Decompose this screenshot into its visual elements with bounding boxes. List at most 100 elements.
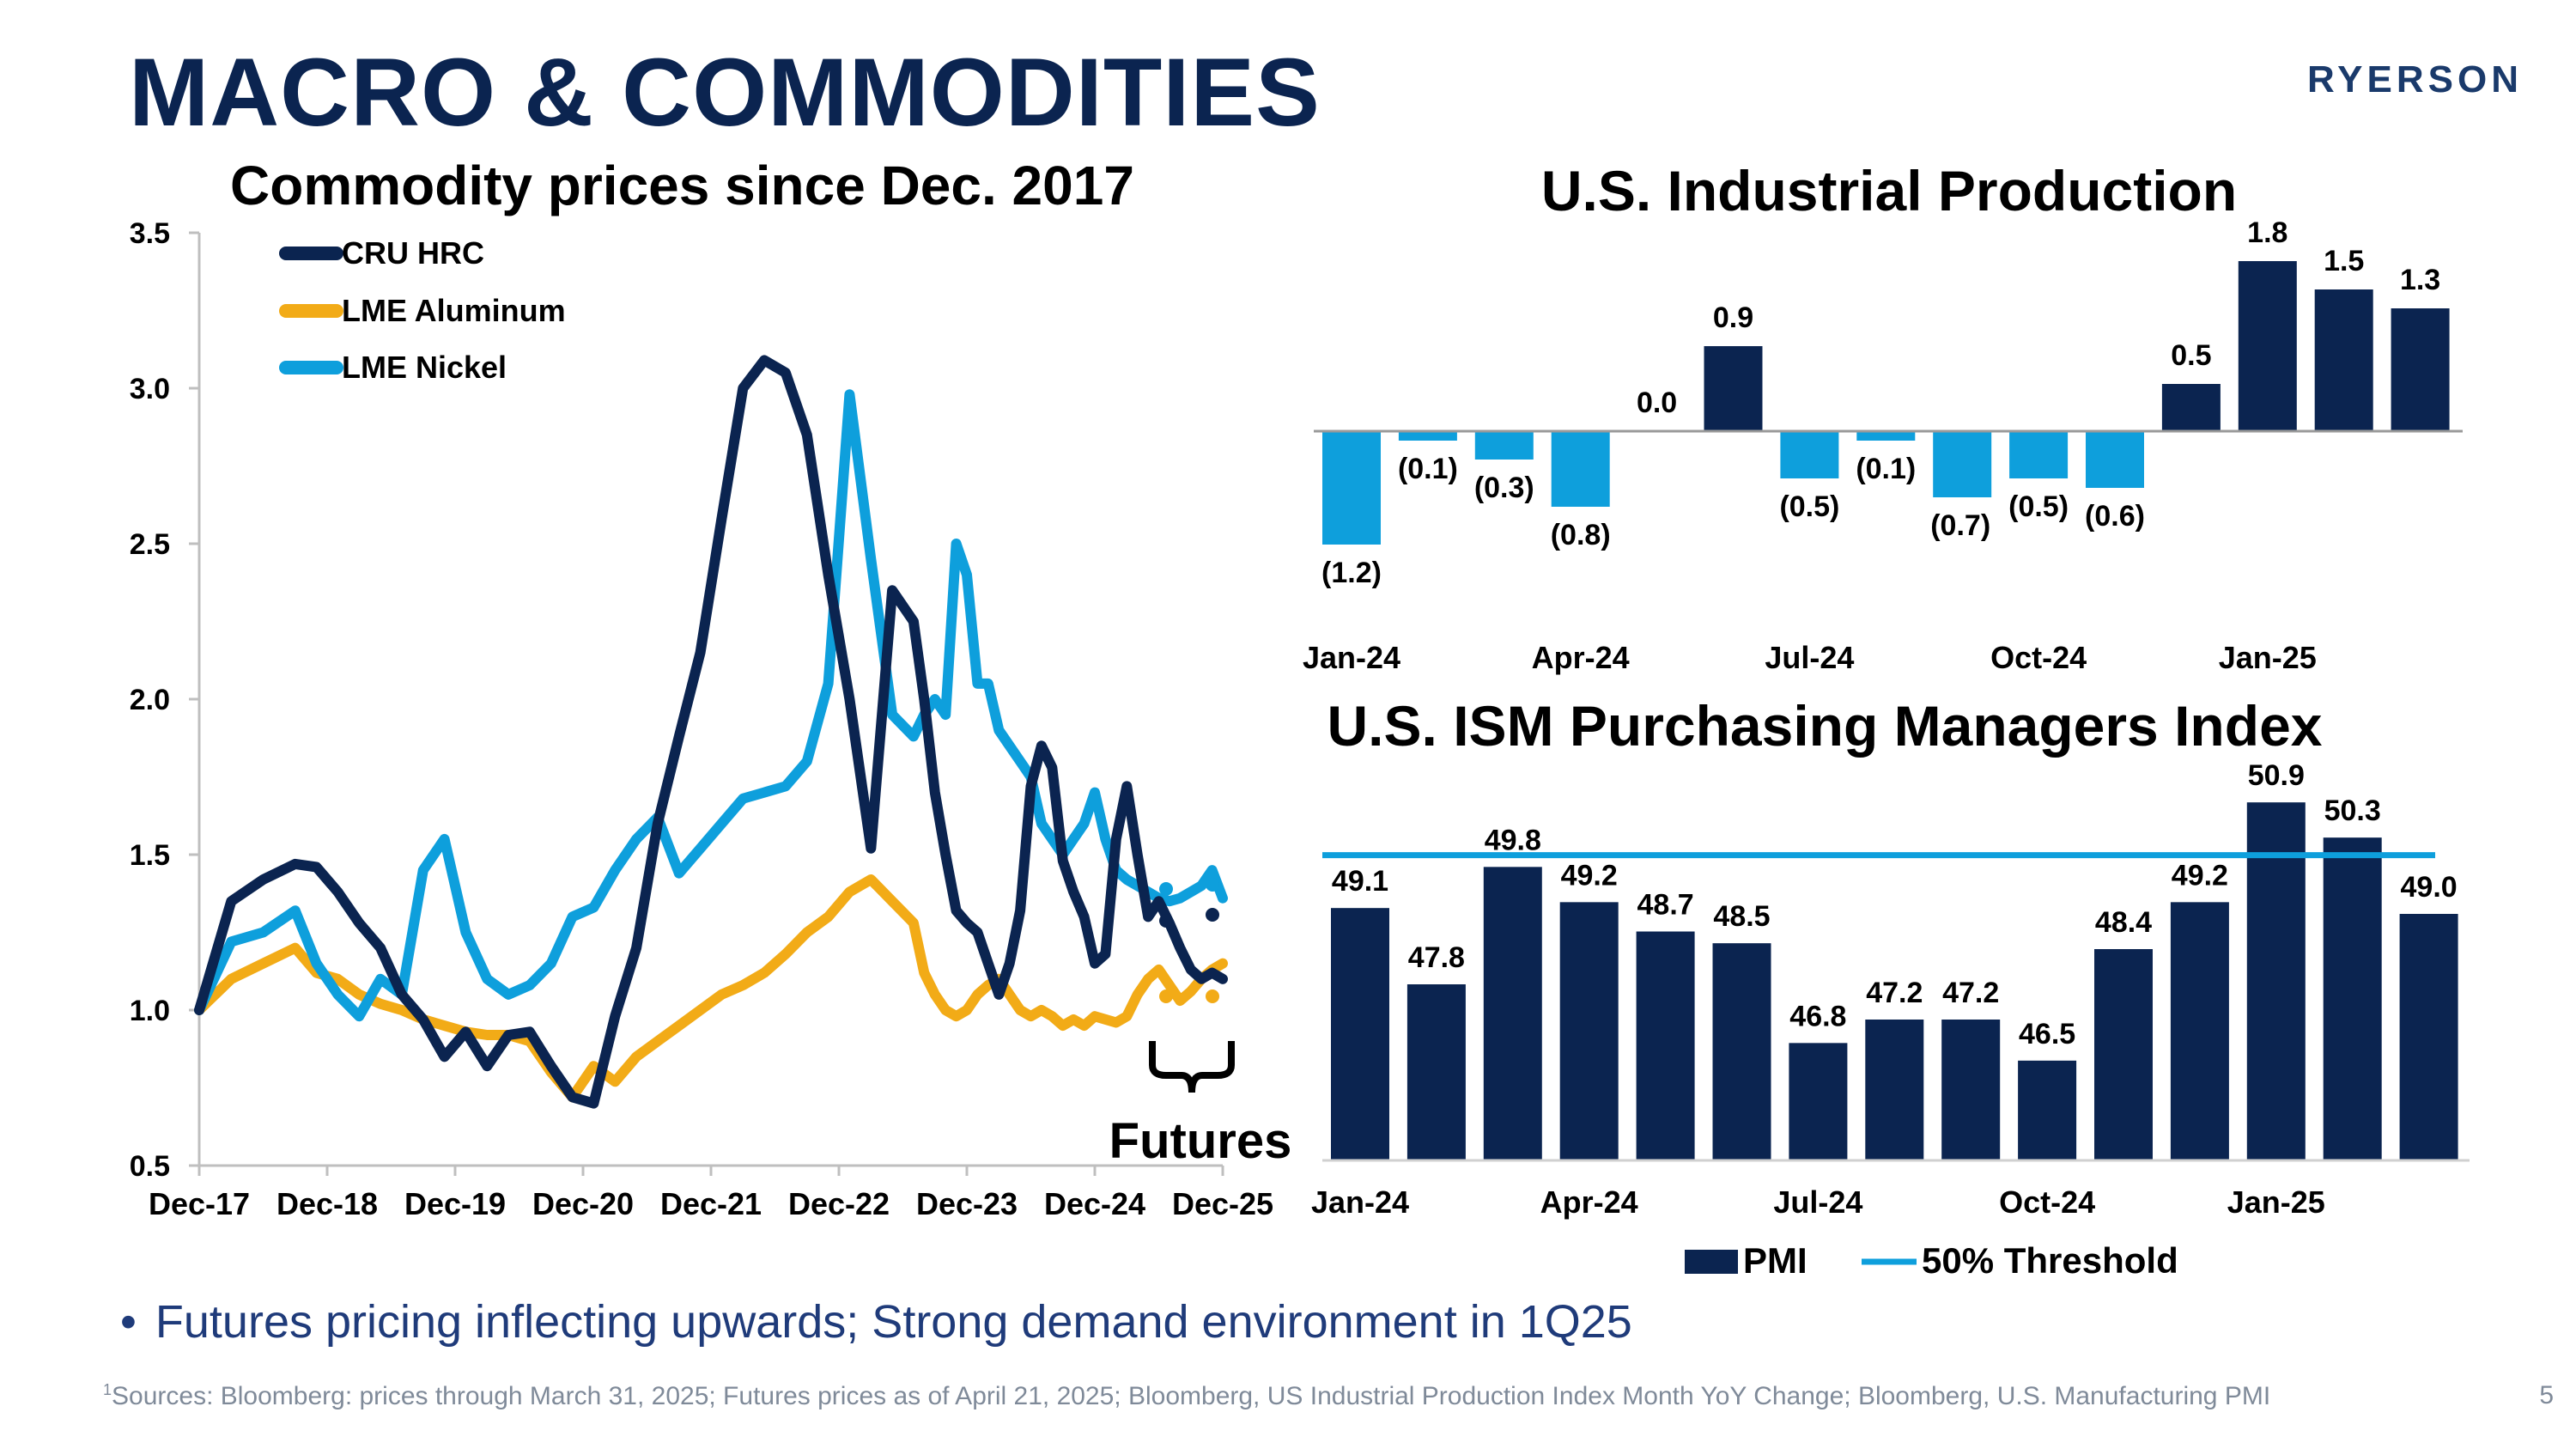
- pmi-data-label: 46.5: [2019, 1018, 2075, 1050]
- ip-data-label: (0.3): [1474, 472, 1534, 504]
- pmi-bar: [2399, 914, 2458, 1160]
- bullet-point: • Futures pricing inflecting upwards; Str…: [120, 1295, 1632, 1349]
- y-tick-label: 1.0: [130, 995, 170, 1027]
- pmi-x-tick-label: Jan-25: [2227, 1184, 2325, 1220]
- footnote-text: Sources: Bloomberg: prices through March…: [112, 1382, 2271, 1410]
- ip-data-label: (0.6): [2085, 500, 2145, 533]
- pmi-bar: [1406, 984, 1466, 1160]
- pmi-data-label: 47.2: [1866, 977, 1923, 1009]
- pmi-data-label: 49.1: [1332, 865, 1388, 898]
- futures-label: Futures: [1109, 1113, 1292, 1169]
- pmi-data-label: 47.8: [1408, 941, 1465, 974]
- ip-bar: [2238, 261, 2297, 431]
- pmi-x-tick-label: Apr-24: [1540, 1184, 1638, 1220]
- futures-dot: [1206, 878, 1219, 892]
- bullet-text: Futures pricing inflecting upwards; Stro…: [155, 1296, 1632, 1348]
- x-tick-label: Dec-23: [916, 1186, 1018, 1221]
- ip-bar: [1474, 431, 1534, 460]
- ip-bar: [1933, 431, 1992, 497]
- x-tick-label: Dec-22: [788, 1186, 890, 1221]
- threshold-legend-label: 50% Threshold: [1922, 1240, 2178, 1281]
- ip-x-tick-label: Apr-24: [1532, 640, 1630, 675]
- pmi-x-tick-label: Oct-24: [1999, 1184, 2095, 1220]
- pmi-bar: [1331, 908, 1389, 1160]
- y-tick-label: 2.5: [130, 528, 170, 561]
- ip-data-label: (0.1): [1398, 453, 1458, 485]
- ip-data-label: 0.9: [1713, 301, 1753, 334]
- pmi-bar: [2170, 902, 2229, 1160]
- series-line-1: [194, 874, 1228, 1103]
- ip-data-label: 1.8: [2247, 216, 2287, 249]
- pmi-legend-swatch: [1685, 1250, 1738, 1274]
- y-tick-label: 3.5: [130, 217, 170, 250]
- ip-bar: [1856, 431, 1916, 441]
- page-number: 5: [2539, 1381, 2554, 1409]
- y-tick-label: 3.0: [130, 373, 170, 405]
- pmi-data-label: 46.8: [1789, 1000, 1846, 1032]
- x-tick-label: Dec-25: [1172, 1186, 1273, 1221]
- ip-data-label: 1.5: [2324, 245, 2364, 277]
- pmi-data-label: 48.5: [1713, 900, 1770, 933]
- pmi-bar: [2323, 837, 2382, 1160]
- pmi-data-label: 49.2: [1561, 859, 1618, 892]
- pmi-data-label: 48.7: [1637, 889, 1694, 922]
- y-tick-label: 1.5: [130, 839, 170, 872]
- futures-brace: [1149, 1041, 1235, 1093]
- ip-bar: [2086, 431, 2144, 488]
- futures-dot: [1159, 989, 1173, 1003]
- futures-dot: [1159, 914, 1173, 928]
- pmi-x-tick-label: Jan-24: [1311, 1184, 1409, 1220]
- footnote-marker: 1: [103, 1381, 112, 1398]
- x-tick-label: Dec-21: [660, 1186, 762, 1221]
- ip-x-tick-label: Jan-25: [2219, 640, 2317, 675]
- ip-bar: [1704, 346, 1763, 431]
- ip-bar: [2391, 308, 2450, 431]
- x-tick-label: Dec-18: [276, 1186, 378, 1221]
- ip-data-label: 1.3: [2400, 264, 2440, 296]
- series-line-0: [194, 355, 1228, 1109]
- pmi-chart-title: U.S. ISM Purchasing Managers Index: [1327, 694, 2323, 758]
- pmi-bar: [1559, 902, 1619, 1160]
- ip-data-label: (0.8): [1551, 519, 1611, 551]
- series-line-2: [194, 389, 1228, 1022]
- pmi-data-label: 47.2: [1942, 977, 1999, 1009]
- ip-data-label: (0.7): [1930, 509, 1990, 542]
- ip-bar: [1780, 431, 1839, 478]
- pmi-bar: [1712, 943, 1771, 1160]
- y-tick-label: 0.5: [130, 1150, 170, 1183]
- ip-data-label: (0.5): [2008, 490, 2069, 523]
- pmi-data-label: 49.8: [1485, 824, 1541, 856]
- x-tick-label: Dec-24: [1044, 1186, 1145, 1221]
- pmi-bar: [1941, 1020, 2001, 1160]
- ip-bar: [2161, 384, 2221, 431]
- futures-dot: [1159, 882, 1173, 896]
- ip-x-tick-label: Oct-24: [1990, 640, 2087, 675]
- ryerson-logo: RYERSON: [2307, 58, 2523, 100]
- pmi-bar: [1636, 931, 1695, 1160]
- ip-bar: [1398, 431, 1457, 441]
- ip-bar: [1551, 431, 1610, 507]
- pmi-data-label: 49.2: [2172, 859, 2228, 892]
- ip-data-label: (1.2): [1321, 557, 1382, 589]
- pmi-data-label: 48.4: [2095, 906, 2152, 939]
- legend-label: LME Nickel: [342, 350, 507, 385]
- pmi-legend-label: PMI: [1743, 1240, 1807, 1281]
- ip-bar: [2314, 289, 2373, 431]
- pmi-bar: [2246, 802, 2306, 1160]
- footnote: 1Sources: Bloomberg: prices through Marc…: [103, 1381, 2270, 1411]
- pmi-data-label: 50.9: [2248, 759, 2305, 792]
- pmi-x-tick-label: Jul-24: [1773, 1184, 1862, 1220]
- ip-data-label: 0.0: [1637, 387, 1677, 419]
- ip-data-label: (0.1): [1856, 453, 1916, 485]
- pmi-bar: [2094, 949, 2153, 1160]
- legend-label: LME Aluminum: [342, 293, 566, 328]
- futures-dot: [1206, 989, 1219, 1003]
- ip-bar: [2009, 431, 2069, 478]
- legend-label: CRU HRC: [342, 235, 484, 271]
- page-title: MACRO & COMMODITIES: [129, 39, 1321, 146]
- ip-x-tick-label: Jan-24: [1303, 640, 1400, 675]
- y-tick-label: 2.0: [130, 684, 170, 716]
- pmi-bar: [1483, 867, 1542, 1160]
- pmi-bar: [2018, 1060, 2077, 1160]
